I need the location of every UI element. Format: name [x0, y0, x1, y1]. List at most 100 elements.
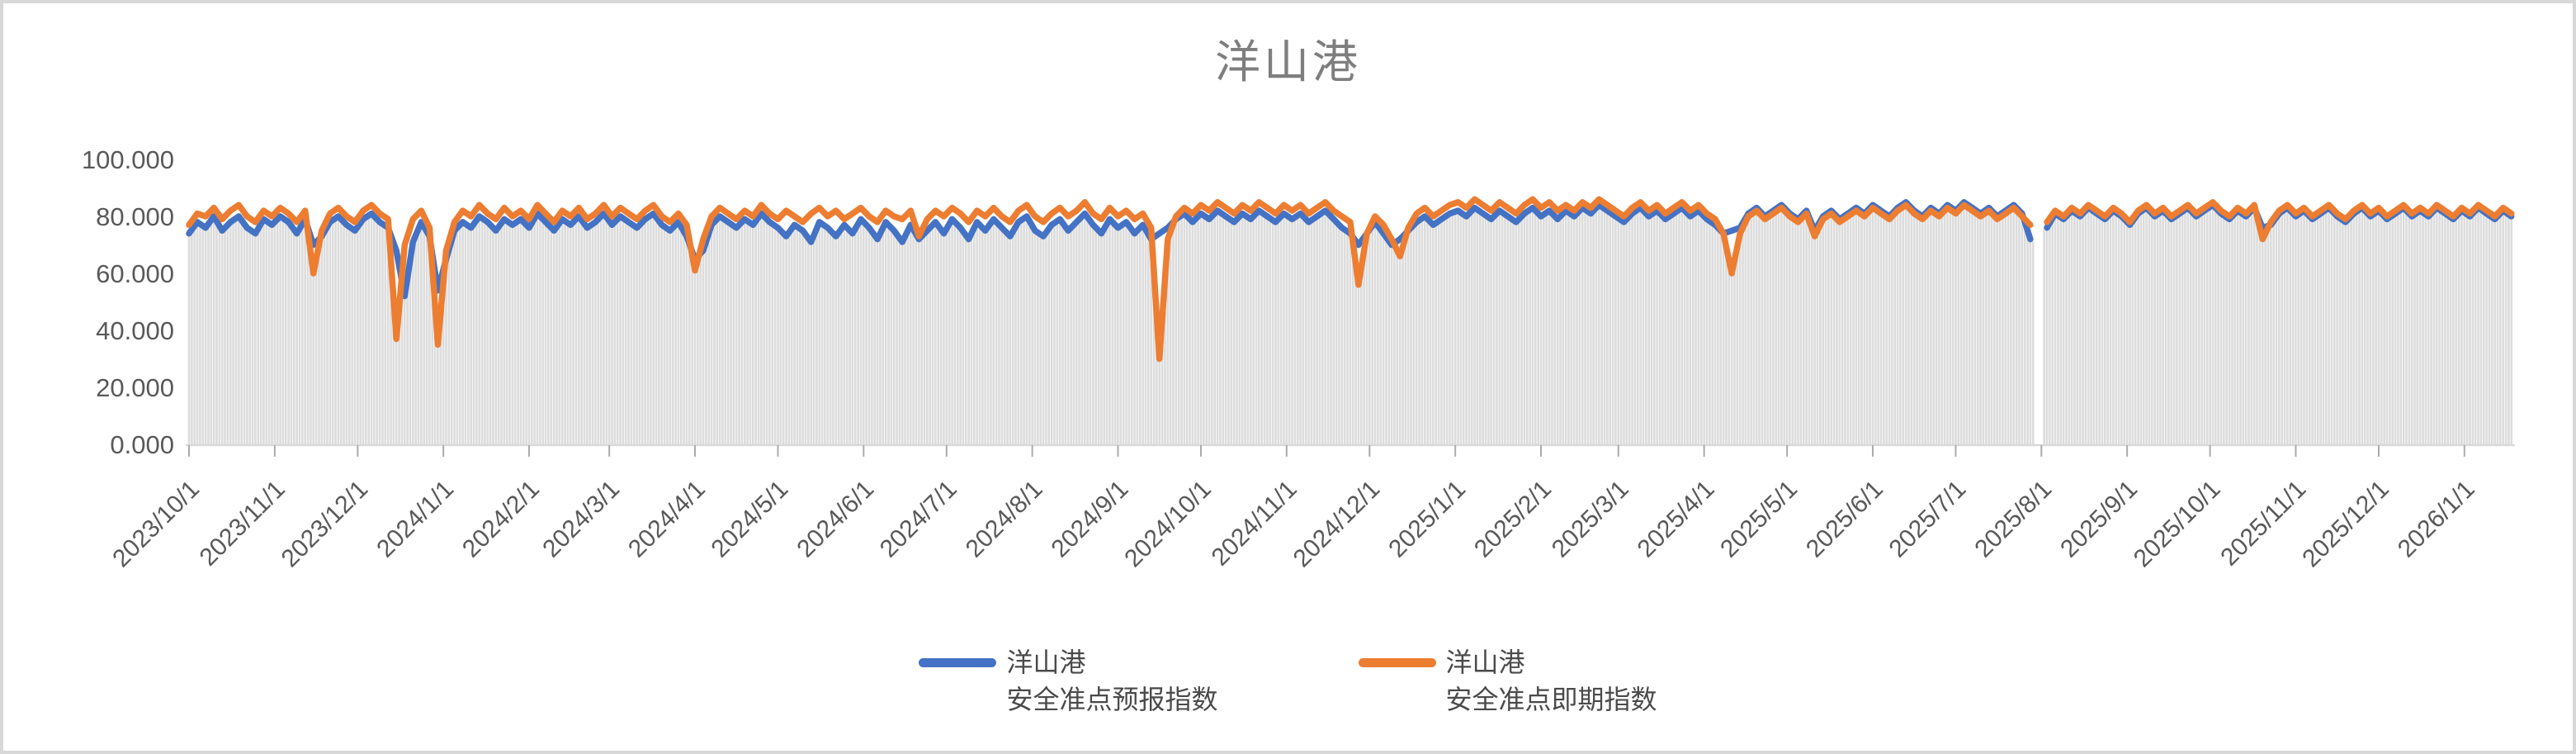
daily-bar — [467, 228, 470, 444]
x-axis-label: 2024/12/1 — [1288, 476, 1386, 573]
daily-bar — [1180, 217, 1183, 444]
daily-bar — [1600, 209, 1603, 444]
daily-bar — [1832, 218, 1836, 444]
daily-bar — [2350, 218, 2352, 444]
daily-bar — [1703, 218, 1705, 444]
daily-bar — [1891, 218, 1893, 444]
daily-bar — [2101, 219, 2104, 444]
daily-bar — [1694, 215, 1697, 444]
daily-bar — [1728, 262, 1731, 444]
daily-bar — [2333, 216, 2336, 444]
daily-bar — [605, 219, 608, 444]
daily-bar — [1269, 221, 1272, 444]
daily-bar — [2311, 221, 2314, 444]
daily-bar — [1932, 215, 1935, 444]
daily-bar — [926, 233, 929, 444]
daily-bar — [865, 227, 867, 444]
daily-bar — [1838, 224, 1841, 444]
daily-bar — [1053, 225, 1056, 444]
daily-bar — [1564, 212, 1567, 444]
daily-bar — [326, 229, 328, 444]
daily-bar — [1883, 217, 1885, 444]
daily-bar — [2452, 221, 2455, 444]
daily-bar — [2073, 215, 2076, 444]
daily-bar — [984, 233, 987, 444]
daily-bar — [815, 230, 818, 444]
daily-bar — [1462, 216, 1465, 444]
daily-bar — [2405, 212, 2408, 444]
daily-bar — [871, 234, 873, 444]
daily-bar — [807, 240, 810, 444]
daily-bar — [1443, 219, 1446, 444]
daily-bar — [2325, 211, 2328, 444]
daily-bar — [1844, 221, 1846, 444]
daily-bar — [1105, 225, 1108, 444]
daily-bar — [1785, 216, 1789, 444]
daily-bar — [1841, 222, 1844, 444]
daily-bar — [746, 223, 749, 444]
daily-bar — [677, 224, 680, 444]
daily-bar — [1863, 218, 1866, 444]
daily-bar — [953, 224, 957, 444]
daily-bar — [2366, 216, 2369, 444]
daily-bar — [1750, 216, 1752, 444]
daily-bar — [876, 241, 879, 444]
daily-bar — [400, 282, 404, 444]
daily-bar — [1321, 215, 1324, 444]
daily-bar — [655, 219, 658, 444]
daily-bar — [328, 224, 332, 444]
daily-bar — [1310, 222, 1313, 444]
daily-bar — [1553, 218, 1557, 444]
daily-bar — [1746, 218, 1750, 444]
daily-bar — [959, 230, 962, 444]
daily-bar — [564, 223, 566, 444]
daily-bar — [458, 227, 461, 444]
daily-bar — [2507, 216, 2510, 444]
daily-bar — [406, 280, 409, 444]
daily-bar — [1359, 269, 1363, 444]
daily-bar — [918, 241, 920, 444]
daily-bar — [943, 235, 945, 444]
legend-label-spot-line1: 洋山港 — [1445, 647, 1525, 677]
daily-bar — [2510, 218, 2513, 444]
daily-bar — [1150, 241, 1152, 444]
daily-bar — [939, 231, 943, 444]
daily-bar — [710, 227, 713, 444]
daily-bar — [597, 221, 600, 444]
daily-bar — [1874, 211, 1877, 444]
daily-bar — [2432, 212, 2436, 444]
daily-bar — [310, 254, 312, 444]
daily-bar — [782, 235, 785, 444]
daily-bar — [607, 223, 611, 444]
daily-bar — [2328, 210, 2330, 444]
daily-bar — [1855, 212, 1858, 444]
daily-bar — [2148, 212, 2151, 444]
daily-bar — [1857, 215, 1860, 444]
daily-bar — [1189, 221, 1191, 444]
daily-bar — [251, 234, 254, 444]
daily-bar — [1338, 227, 1340, 444]
daily-bar — [337, 218, 340, 444]
daily-bar — [1924, 218, 1926, 444]
daily-bar — [1144, 231, 1147, 444]
daily-bar — [1216, 212, 1219, 444]
x-axis-labels: 2023/10/12023/11/12023/12/12024/1/12024/… — [107, 476, 2480, 573]
daily-bar — [1670, 217, 1672, 444]
daily-bar — [1061, 225, 1064, 444]
daily-bar — [2172, 219, 2176, 444]
daily-bar — [1031, 228, 1033, 444]
daily-bar — [909, 227, 912, 444]
daily-bar — [267, 225, 271, 444]
daily-bar — [863, 224, 865, 444]
daily-bar — [1487, 219, 1490, 444]
daily-bar — [818, 224, 821, 444]
daily-bar — [995, 224, 998, 444]
daily-bar — [1445, 217, 1449, 444]
daily-bar — [1396, 253, 1399, 444]
daily-bar — [2012, 210, 2016, 444]
daily-bar — [859, 221, 863, 444]
daily-bar — [1531, 210, 1534, 444]
daily-bar — [1025, 218, 1028, 444]
daily-bar — [716, 221, 719, 444]
daily-bar — [2347, 221, 2350, 444]
